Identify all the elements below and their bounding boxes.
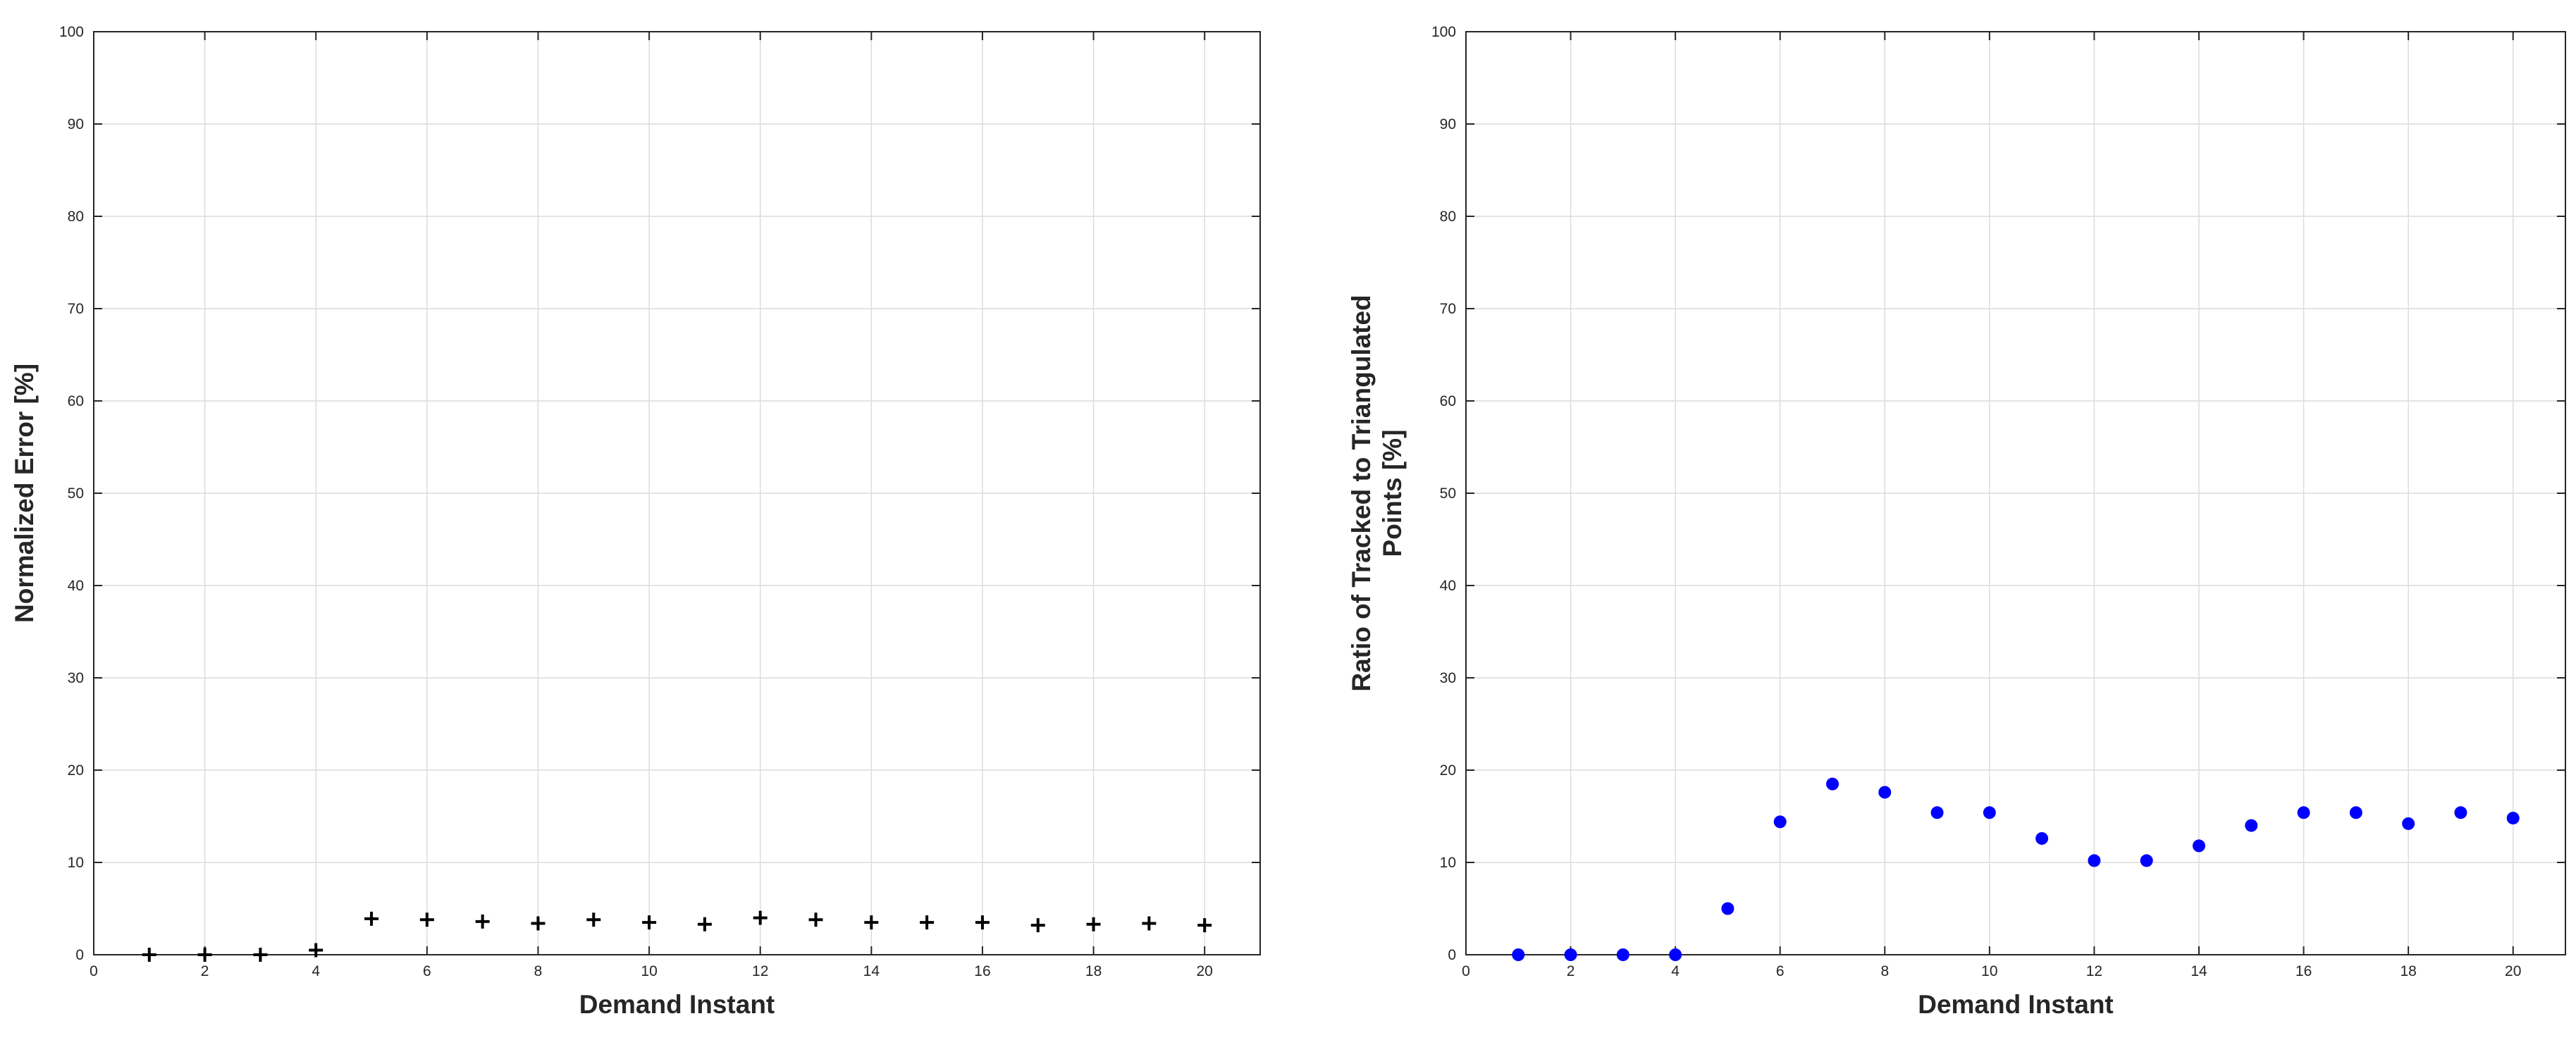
y-tick-label: 80 (68, 209, 84, 225)
y-tick-label: 30 (68, 670, 84, 686)
data-point-dot (1878, 786, 1892, 799)
data-point-dot (2140, 854, 2153, 867)
data-point-plus (253, 948, 268, 962)
data-point-dot (2349, 806, 2362, 819)
x-tick-label: 2 (1567, 963, 1575, 979)
data-point-dot (1669, 948, 1682, 961)
data-point-plus (1197, 918, 1212, 933)
data-point-plus (1086, 917, 1101, 931)
data-point-plus (753, 910, 768, 925)
y-tick-label: 10 (68, 855, 84, 871)
data-point-plus (531, 916, 546, 931)
y-tick-label: 30 (1440, 670, 1456, 686)
y-tick-label: 60 (68, 393, 84, 409)
y-tick-label: 60 (1440, 393, 1456, 409)
data-point-dot (1773, 815, 1787, 829)
data-point-plus (586, 912, 601, 927)
data-point-dot (2297, 806, 2310, 819)
y-tick-label: 0 (1448, 947, 1456, 963)
y-axis-title-line: Points [%] (1378, 430, 1407, 557)
x-tick-label: 6 (423, 963, 431, 979)
x-tick-label: 10 (1981, 963, 1997, 979)
y-axis-title-line: Ratio of Tracked to Triangulated (1347, 295, 1376, 691)
data-point-plus (808, 912, 823, 927)
data-point-dot (1983, 806, 1996, 819)
y-axis-title: Normalized Error [%] (10, 364, 39, 623)
data-point-dot (2088, 854, 2101, 867)
x-tick-label: 14 (2190, 963, 2207, 979)
data-point-dot (2245, 819, 2258, 832)
data-point-dot (1721, 902, 1734, 915)
data-point-plus (864, 915, 879, 930)
data-point-plus (142, 948, 156, 962)
y-tick-label: 10 (1440, 855, 1456, 871)
x-tick-label: 12 (2086, 963, 2102, 979)
y-tick-label: 100 (59, 24, 84, 40)
x-tick-label: 20 (2505, 963, 2521, 979)
data-point-dot (2506, 812, 2520, 825)
data-point-plus (309, 943, 323, 958)
x-tick-label: 18 (2400, 963, 2416, 979)
data-point-dot (1930, 806, 1944, 819)
y-tick-label: 90 (1440, 116, 1456, 132)
y-tick-label: 0 (75, 947, 84, 963)
x-tick-label: 20 (1197, 963, 1213, 979)
y-tick-label: 40 (1440, 578, 1456, 594)
x-tick-label: 8 (534, 963, 543, 979)
data-point-dot (2454, 806, 2467, 819)
x-tick-label: 4 (1671, 963, 1680, 979)
data-point-dot (1564, 948, 1577, 961)
data-point-dot (2402, 817, 2415, 830)
y-tick-label: 100 (1431, 24, 1456, 40)
y-tick-label: 20 (68, 762, 84, 779)
data-point-dot (2035, 831, 2049, 845)
y-tick-label: 50 (68, 485, 84, 502)
y-tick-label: 90 (68, 116, 84, 132)
x-axis-title: Demand Instant (1918, 990, 2114, 1019)
x-tick-label: 12 (752, 963, 768, 979)
data-point-plus (975, 915, 990, 930)
y-tick-label: 70 (1440, 301, 1456, 317)
data-point-plus (364, 911, 379, 926)
x-tick-label: 8 (1880, 963, 1889, 979)
y-tick-label: 70 (68, 301, 84, 317)
x-tick-label: 0 (90, 963, 98, 979)
data-point-plus (642, 915, 657, 930)
x-tick-label: 10 (641, 963, 657, 979)
data-point-plus (1142, 916, 1157, 931)
data-point-dot (2193, 839, 2205, 853)
data-point-dot (1616, 948, 1629, 961)
right-ratio-plot: 0 2 4 6 8 10 12 14 16 18 20 0 10 20 30 40 50 60 70 80 90 100 D… (1347, 24, 2566, 1019)
y-tick-label: 80 (1440, 209, 1456, 225)
x-tick-label: 6 (1776, 963, 1785, 979)
data-point-plus (475, 914, 490, 929)
y-tick-label: 40 (68, 578, 84, 594)
x-tick-label: 14 (863, 963, 880, 979)
data-point-dot (1826, 777, 1839, 791)
x-tick-label: 16 (974, 963, 990, 979)
y-tick-label: 20 (1440, 762, 1456, 779)
left-error-plot: 0 2 4 6 8 10 12 14 16 18 20 0 10 20 30 40 50 60 70 80 90 100 D… (10, 24, 1261, 1019)
x-axis-title: Demand Instant (579, 990, 775, 1019)
x-tick-label: 4 (312, 963, 320, 979)
x-tick-label: 18 (1085, 963, 1102, 979)
y-tick-label: 50 (1440, 485, 1456, 502)
data-point-plus (197, 948, 212, 962)
x-tick-label: 0 (1462, 963, 1470, 979)
x-tick-label: 2 (201, 963, 209, 979)
data-point-plus (419, 912, 434, 927)
data-point-plus (1030, 918, 1045, 933)
data-point-dot (1512, 948, 1525, 961)
data-point-plus (920, 915, 935, 930)
data-point-plus (697, 917, 712, 931)
x-tick-label: 16 (2295, 963, 2312, 979)
